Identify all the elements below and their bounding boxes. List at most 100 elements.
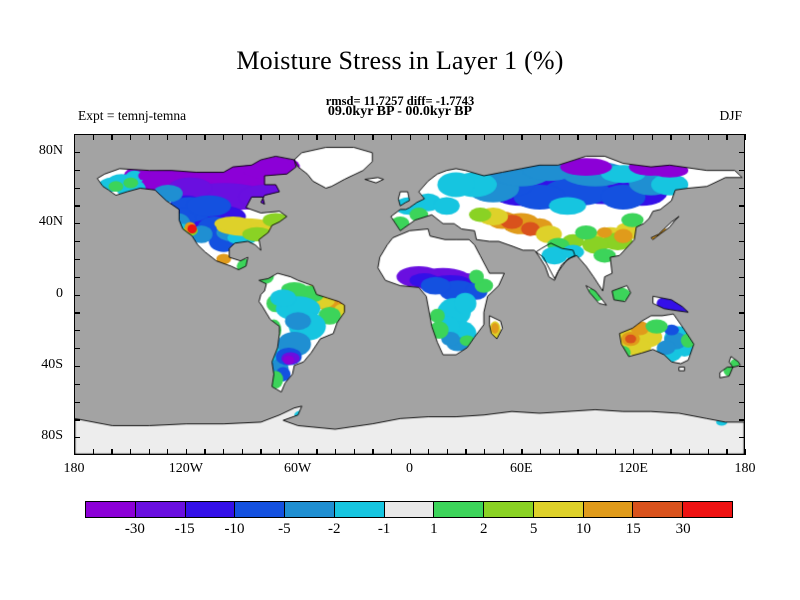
axis-tick — [372, 134, 374, 140]
axis-tick — [670, 449, 672, 455]
axis-tick — [465, 134, 467, 140]
x-axis-label: 180 — [63, 461, 85, 476]
axis-tick — [167, 449, 169, 455]
axis-tick — [223, 134, 225, 140]
axis-tick — [279, 449, 281, 455]
axis-tick — [484, 134, 486, 140]
axis-tick — [390, 134, 393, 140]
axis-tick — [74, 330, 80, 332]
y-axis-label: 80N — [38, 142, 63, 158]
axis-tick — [409, 449, 411, 455]
axis-tick — [739, 258, 745, 261]
axis-tick — [726, 449, 728, 455]
axis-tick — [739, 205, 745, 207]
axis-tick — [223, 449, 225, 455]
axis-tick — [111, 134, 113, 140]
axis-tick — [577, 449, 579, 455]
axis-tick — [689, 449, 691, 455]
axis-tick — [409, 134, 411, 140]
axis-tick — [260, 134, 262, 140]
colorbar-band-3 — [234, 502, 285, 517]
axis-tick — [670, 134, 672, 140]
world-map-heatmap — [75, 135, 744, 454]
x-axis-label: 0 — [406, 461, 413, 476]
colorbar-tick-label: -2 — [327, 521, 341, 537]
axis-tick — [739, 223, 745, 225]
axis-tick — [446, 449, 449, 455]
colorbar-tick-label: 1 — [430, 521, 438, 537]
axis-tick — [739, 169, 745, 171]
y-axis-label: 80S — [41, 428, 63, 444]
axis-tick — [316, 449, 318, 455]
axis-tick — [204, 449, 206, 455]
axis-tick — [739, 187, 745, 189]
colorbar-tick-label: 30 — [675, 521, 691, 537]
axis-tick — [726, 134, 728, 140]
axis-tick — [241, 134, 244, 140]
axis-tick — [539, 449, 542, 455]
axis-tick — [148, 449, 150, 455]
axis-tick — [260, 449, 262, 455]
axis-tick — [297, 449, 299, 455]
axis-tick — [739, 419, 745, 421]
axis-tick — [614, 449, 616, 455]
colorbar-band-10 — [582, 502, 633, 517]
axis-tick — [148, 134, 150, 140]
colorbar-band-5 — [333, 502, 384, 517]
axis-tick — [297, 134, 299, 140]
axis-tick — [111, 449, 113, 455]
axis-tick — [539, 134, 542, 140]
axis-tick — [689, 134, 691, 140]
axis-tick — [74, 294, 80, 296]
axis-tick — [558, 449, 560, 455]
axis-tick — [633, 134, 635, 140]
x-axis-label: 120E — [618, 461, 648, 476]
axis-tick — [739, 151, 745, 154]
colorbar-band-6 — [383, 502, 434, 517]
axis-tick — [577, 134, 579, 140]
axis-tick — [74, 348, 80, 350]
axis-tick — [92, 449, 94, 455]
axis-tick — [502, 134, 504, 140]
x-axis-label: 60E — [510, 461, 533, 476]
colorbar-band-12 — [682, 502, 732, 517]
chart-period-subtitle: 09.0kyr BP - 00.0kyr BP — [327, 104, 473, 119]
axis-tick — [428, 449, 430, 455]
axis-tick — [334, 134, 337, 140]
axis-tick — [74, 437, 80, 439]
colorbar-tick-label: -30 — [124, 521, 145, 537]
axis-tick — [502, 449, 504, 455]
axis-tick — [316, 134, 318, 140]
colorbar-tick-label: -15 — [174, 521, 195, 537]
axis-tick — [92, 134, 94, 140]
axis-tick — [390, 449, 393, 455]
axis-tick — [129, 134, 132, 140]
colorbar-band-4 — [284, 502, 334, 517]
axis-tick — [739, 241, 745, 243]
axis-tick — [745, 449, 747, 455]
colorbar-band-11 — [632, 502, 683, 517]
axis-tick — [74, 187, 80, 189]
axis-tick — [739, 383, 745, 385]
axis-tick — [739, 312, 745, 314]
colorbar-band-7 — [433, 502, 484, 517]
axis-tick — [739, 330, 745, 332]
y-axis-label: 40N — [38, 214, 63, 230]
axis-tick — [74, 401, 80, 403]
axis-tick — [167, 134, 169, 140]
axis-tick — [185, 449, 188, 455]
axis-tick — [74, 365, 80, 368]
axis-tick — [651, 134, 654, 140]
axis-tick — [739, 365, 745, 368]
axis-tick — [353, 449, 355, 455]
axis-tick — [74, 419, 80, 421]
axis-tick — [185, 134, 188, 140]
colorbar — [85, 501, 733, 518]
axis-tick — [595, 449, 598, 455]
chart-statistics: rmsd= 11.7257 diff= -1.7743 — [325, 94, 475, 108]
axis-tick — [739, 276, 745, 278]
axis-tick — [633, 449, 635, 455]
colorbar-band-1 — [134, 502, 185, 517]
axis-tick — [558, 134, 560, 140]
axis-tick — [241, 449, 244, 455]
